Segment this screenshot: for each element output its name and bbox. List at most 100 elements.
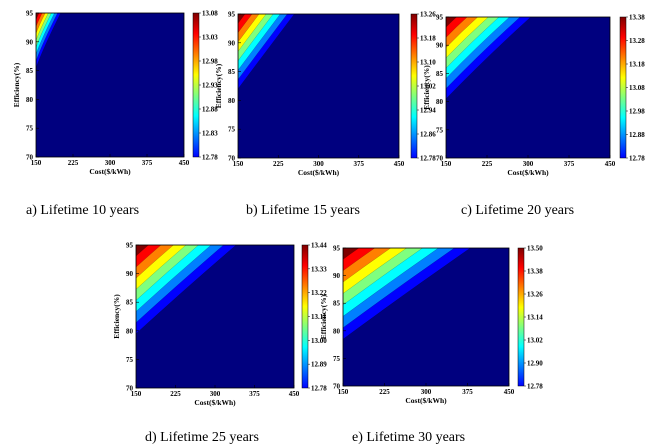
x-tick-label: 300 [421,388,432,396]
colorbar-tick-label: 12.78 [629,155,645,163]
x-tick-label: 225 [68,159,79,167]
contour-panel-3: 150 225 300 375 450 70 75 80 85 90 95 Cost($/kWh) Ef… [422,14,645,219]
colorbar-tick-label: 13.38 [527,268,543,276]
colorbar-tick-label: 12.98 [202,58,218,66]
panel-caption: b) Lifetime 15 years [246,203,360,218]
x-tick-label: 225 [170,390,181,398]
y-tick-label: 75 [333,355,341,363]
x-tick-label: 300 [210,390,221,398]
colorbar-tick-label: 13.10 [420,59,436,67]
y-tick-label: 75 [228,126,236,134]
colorbar [192,12,200,158]
panel-caption: c) Lifetime 20 years [461,203,574,218]
x-tick-label: 150 [338,388,349,396]
colorbar-tick-label: 12.94 [420,107,436,115]
colorbar-tick-label: 12.78 [420,155,436,163]
colorbar-tick-label: 13.14 [527,314,543,322]
colorbar [517,247,525,387]
x-axis-label: Cost($/kWh) [89,167,131,176]
y-axis-label: Efficiency(%) [12,62,21,107]
x-tick-label: 375 [142,159,153,167]
y-tick-label: 85 [333,300,341,308]
y-tick-label: 95 [228,11,236,19]
contour-floor-region [36,13,184,157]
colorbar-tick-label: 12.90 [527,360,543,368]
colorbar-tick-label: 13.02 [527,337,543,345]
colorbar-tick-label: 13.02 [420,83,436,91]
y-tick-label: 70 [126,385,134,393]
y-tick-label: 85 [126,299,134,307]
x-tick-label: 225 [482,160,493,168]
colorbar-tick-label: 13.18 [629,61,645,69]
y-tick-label: 90 [126,270,134,278]
colorbar-tick-label: 13.38 [629,14,645,22]
y-tick-label: 80 [333,327,341,335]
x-tick-label: 450 [605,160,616,168]
colorbar [619,16,627,159]
y-tick-label: 90 [26,38,34,46]
x-axis-label: Cost($/kWh) [194,398,236,407]
colorbar-tick-label: 13.18 [420,35,436,43]
colorbar [301,244,309,389]
contour-panel-5: 150 225 300 375 450 70 75 80 85 90 95 Cost($/kWh) Ef… [319,245,543,446]
colorbar-tick-label: 12.88 [202,106,218,114]
colorbar-tick-label: 13.26 [420,11,436,19]
y-tick-label: 70 [333,383,341,391]
x-axis-label: Cost($/kWh) [405,396,447,405]
colorbar-tick-label: 13.08 [202,10,218,18]
y-axis-label: Efficiency(%) [422,65,431,110]
x-tick-label: 225 [379,388,390,396]
colorbar [410,13,418,159]
x-tick-label: 375 [462,388,473,396]
x-tick-label: 450 [289,390,300,398]
y-tick-label: 70 [26,154,34,162]
y-tick-label: 85 [436,70,444,78]
y-tick-label: 80 [228,97,236,105]
colorbar-tick-label: 13.26 [527,291,543,299]
contour-panel-1: 150 225 300 375 450 70 75 80 85 90 95 Cost($/kWh) Ef… [12,10,218,219]
colorbar-tick-label: 12.78 [527,383,543,391]
colorbar-tick-label: 13.50 [527,245,543,253]
y-tick-label: 90 [228,39,236,47]
colorbar-tick-label: 13.33 [311,265,327,273]
colorbar-tick-label: 12.88 [629,131,645,139]
y-tick-label: 75 [26,125,34,133]
colorbar-tick-label: 13.03 [202,34,218,42]
panel-caption: e) Lifetime 30 years [352,430,465,445]
colorbar-tick-label: 12.93 [202,82,218,90]
x-axis-label: Cost($/kWh) [507,168,549,177]
x-tick-label: 150 [31,159,42,167]
colorbar-tick-label: 13.00 [311,337,327,345]
x-axis-label: Cost($/kWh) [298,168,340,177]
colorbar-tick-label: 12.78 [311,385,327,393]
colorbar-tick-label: 13.08 [629,84,645,92]
y-tick-label: 80 [436,98,444,106]
y-tick-label: 70 [436,155,444,163]
colorbar-tick-label: 13.22 [311,289,327,297]
x-tick-label: 300 [313,160,324,168]
x-tick-label: 300 [523,160,534,168]
panel-caption: a) Lifetime 10 years [26,203,139,218]
panel-caption: d) Lifetime 25 years [145,430,259,445]
y-tick-label: 90 [436,42,444,50]
colorbar-tick-label: 12.86 [420,131,436,139]
contour-panel-4: 150 225 300 375 450 70 75 80 85 90 95 Cost($/kWh) Ef… [112,242,327,446]
x-tick-label: 375 [564,160,575,168]
colorbar-tick-label: 12.83 [202,130,218,138]
x-tick-label: 150 [441,160,452,168]
y-tick-label: 90 [333,272,341,280]
contour-panel-2: 150 225 300 375 450 70 75 80 85 90 95 Cost($/kWh) Ef… [214,11,436,219]
y-tick-label: 85 [26,67,34,75]
y-tick-label: 95 [436,14,444,22]
y-tick-label: 95 [333,245,341,253]
colorbar-tick-label: 13.11 [311,313,327,321]
x-tick-label: 150 [233,160,244,168]
colorbar-tick-label: 12.98 [629,108,645,116]
y-tick-label: 75 [436,126,444,134]
y-tick-label: 80 [126,327,134,335]
y-axis-label: Efficiency(%) [319,294,328,339]
y-axis-label: Efficiency(%) [214,63,223,108]
y-tick-label: 75 [126,356,134,364]
x-tick-label: 450 [394,160,405,168]
